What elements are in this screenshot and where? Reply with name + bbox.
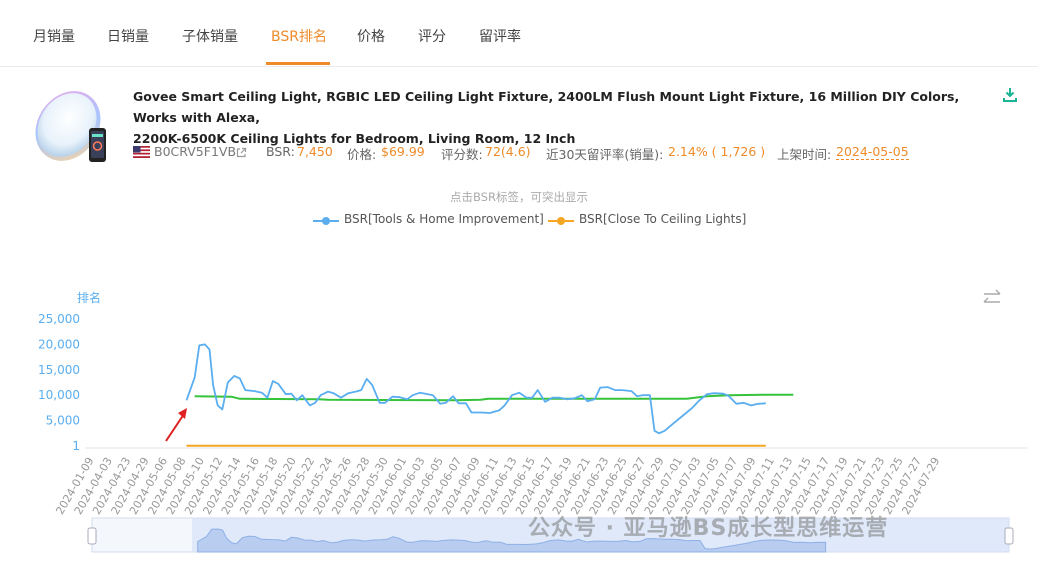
y-tick-label: 10,000 — [38, 388, 80, 402]
y-tick-label: 25,000 — [38, 312, 80, 326]
product-title-line-1: Govee Smart Ceiling Light, RGBIC LED Cei… — [133, 89, 960, 125]
product-image[interactable] — [34, 86, 112, 166]
active-tab-indicator — [266, 62, 330, 65]
zoom-preview-area — [197, 528, 827, 553]
y-tick-label: 5,000 — [46, 414, 80, 428]
tab-price[interactable]: 价格 — [357, 29, 385, 45]
asin[interactable]: B0CRV5F1VB — [154, 144, 237, 159]
price-value: $69.99 — [381, 144, 425, 159]
series-line-tools-home[interactable] — [185, 343, 766, 435]
zoom-handle-left[interactable] — [87, 527, 97, 545]
bsr-label: BSR: — [266, 144, 295, 159]
review-rate-label: 近30天留评率(销量): — [546, 147, 664, 162]
product-meta: B0CRV5F1VB BSR: 7,450 价格: $69.99 评分数: 72… — [0, 144, 1038, 162]
tab-monthly-sales[interactable]: 月销量 — [33, 29, 75, 45]
price-label: 价格: — [347, 147, 377, 162]
product-title-line-2: 2200K-6500K Ceiling Lights for Bedroom, … — [133, 131, 576, 146]
tab-review-rate[interactable]: 留评率 — [479, 29, 521, 45]
zoom-handle-right[interactable] — [1004, 527, 1014, 545]
tab-bsr-rank[interactable]: BSR排名 — [271, 29, 327, 45]
rating-label: 评分数: — [441, 147, 483, 162]
tab-rating[interactable]: 评分 — [418, 29, 446, 45]
external-link-icon[interactable] — [236, 147, 247, 158]
tab-daily-sales[interactable]: 日销量 — [107, 29, 149, 45]
legend-label-tools-home: BSR[Tools & Home Improvement] — [344, 212, 544, 226]
chart-hint: 点击BSR标签，可突出显示 — [450, 190, 588, 204]
review-rate-value: 2.14% ( 1,726 ) — [668, 144, 766, 159]
tab-variant-sales[interactable]: 子体销量 — [182, 29, 238, 45]
launch-date-value[interactable]: 2024-05-05 — [836, 144, 909, 160]
launch-date-label: 上架时间: — [777, 147, 832, 162]
x-axis: 2024-01-092024-04-032024-04-232024-04-29… — [53, 447, 1028, 517]
series-line-green[interactable] — [194, 393, 794, 402]
rating-value: 72(4.6) — [485, 144, 531, 159]
bsr-value: 7,450 — [297, 144, 333, 159]
product-title[interactable]: Govee Smart Ceiling Light, RGBIC LED Cei… — [133, 86, 993, 149]
legend-label-close-to-ceiling: BSR[Close To Ceiling Lights] — [579, 212, 747, 226]
chart-series — [185, 343, 794, 447]
watermark: 公众号 · 亚马逊BS成长型思维运营 — [528, 516, 889, 541]
swap-arrows-icon[interactable] — [983, 289, 1001, 303]
y-axis-label: 排名 — [77, 290, 101, 305]
y-tick-label: 15,000 — [38, 363, 80, 377]
legend-marker-blue — [313, 217, 339, 225]
data-zoom-slider[interactable] — [87, 517, 1014, 553]
red-arrow-icon — [165, 408, 187, 442]
download-icon[interactable] — [1002, 87, 1018, 103]
us-flag-icon — [133, 146, 150, 158]
y-tick-label: 20,000 — [38, 337, 80, 351]
tab-bar: 月销量 日销量 子体销量 BSR排名 价格 评分 留评率 — [0, 0, 1038, 67]
y-tick-label: 1 — [72, 439, 80, 453]
legend-marker-orange — [548, 217, 574, 225]
